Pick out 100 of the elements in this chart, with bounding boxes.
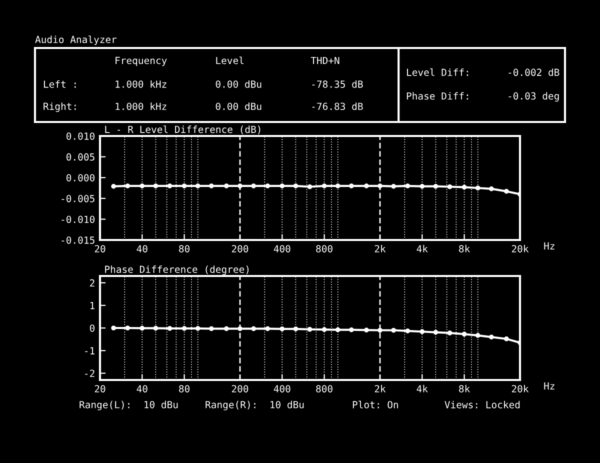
point [475, 186, 480, 190]
point [280, 326, 285, 332]
point [293, 326, 298, 332]
x-tick-label: 20 [94, 385, 106, 392]
y-tick-label: -0.005 [62, 194, 94, 202]
text: Phase Diff: [406, 92, 468, 100]
y-tick-label: 0.000 [66, 174, 95, 182]
text: 0.00 dBu [216, 80, 262, 88]
x-tick-label: 8k [459, 244, 470, 252]
x-tick-label: 200 [232, 385, 248, 392]
point [488, 334, 494, 340]
x-tick-label: 4k [416, 384, 428, 392]
point [167, 326, 172, 331]
point [224, 183, 229, 188]
x-tick-label: 800 [316, 245, 332, 252]
x-tick-label: 2k [374, 244, 386, 252]
point [364, 328, 369, 332]
point [307, 184, 312, 190]
x-tick-label: 80 [179, 385, 190, 392]
chart-title: Phase Difference (degree) [105, 265, 249, 275]
text: 1.000 kHz [116, 102, 166, 110]
point [153, 326, 158, 331]
point [504, 188, 509, 194]
y-tick-label: 0 [90, 324, 95, 332]
point [265, 326, 270, 332]
point [378, 328, 382, 333]
x-tick-label: 400 [274, 245, 290, 252]
text: 0.00 dBu [216, 102, 262, 110]
y-tick-label: -1 [85, 347, 94, 354]
point [348, 327, 354, 332]
point [251, 326, 256, 332]
x-tick-label: 20k [512, 384, 529, 392]
point [265, 183, 270, 188]
point [322, 183, 327, 188]
text: Right: [44, 102, 76, 112]
point [280, 183, 285, 188]
y-tick-label: -0.010 [62, 216, 95, 224]
x-axis-title: Hz [544, 382, 554, 390]
text: Range(L): 10 dBu [80, 400, 178, 410]
point [405, 183, 410, 188]
point [125, 183, 130, 188]
point [182, 326, 187, 331]
point [420, 184, 425, 189]
y-tick-label: 2 [90, 279, 94, 286]
y-tick-label: 0.010 [66, 132, 95, 140]
point [475, 333, 480, 338]
point [195, 183, 200, 188]
text: Views: Locked [444, 400, 520, 408]
x-tick-label: 40 [136, 385, 148, 392]
y-tick-label: 1 [90, 302, 94, 310]
x-axis-title: Hz [544, 242, 554, 250]
point [433, 184, 438, 189]
x-tick-label: 200 [232, 245, 248, 252]
point [111, 326, 116, 330]
point [111, 184, 116, 189]
point [293, 183, 298, 188]
x-tick-label: 8k [459, 384, 470, 392]
x-tick-label: 400 [274, 385, 290, 392]
point [238, 183, 242, 188]
point [167, 183, 172, 188]
point [251, 183, 256, 188]
text: Left : [44, 80, 76, 88]
point [488, 186, 494, 192]
y-tick-label: -2 [85, 370, 94, 377]
point [391, 328, 396, 333]
point [195, 326, 200, 331]
point [447, 184, 452, 190]
text: -78.35 dB [312, 80, 363, 88]
point [504, 336, 509, 342]
point [462, 184, 467, 190]
point [348, 183, 354, 188]
text: Plot: On [352, 400, 398, 408]
point [224, 326, 229, 332]
point [153, 183, 158, 188]
text: -0.002 dB [508, 68, 560, 76]
text: Audio Analyzer [35, 36, 117, 46]
text: Level Diff: [407, 68, 468, 76]
point [420, 329, 425, 334]
y-tick-label: 0.005 [66, 153, 94, 161]
text: Range(R): 10 dBu [206, 400, 304, 410]
point [335, 327, 340, 332]
text: 1.000 kHz [116, 80, 166, 88]
point [433, 330, 438, 335]
point [391, 184, 396, 189]
point [307, 326, 312, 332]
point [447, 330, 452, 336]
x-tick-label: 40 [136, 245, 148, 252]
point [182, 183, 187, 188]
text: -76.83 dB [312, 102, 363, 110]
x-tick-label: 20 [94, 245, 106, 252]
point [125, 326, 130, 330]
point [208, 326, 214, 332]
point [322, 327, 327, 332]
point [462, 332, 467, 337]
point [140, 183, 145, 188]
text: THD+N [310, 56, 340, 64]
point [378, 183, 382, 188]
x-tick-label: 800 [316, 385, 332, 392]
point [335, 183, 340, 188]
x-tick-label: 20k [512, 244, 529, 252]
